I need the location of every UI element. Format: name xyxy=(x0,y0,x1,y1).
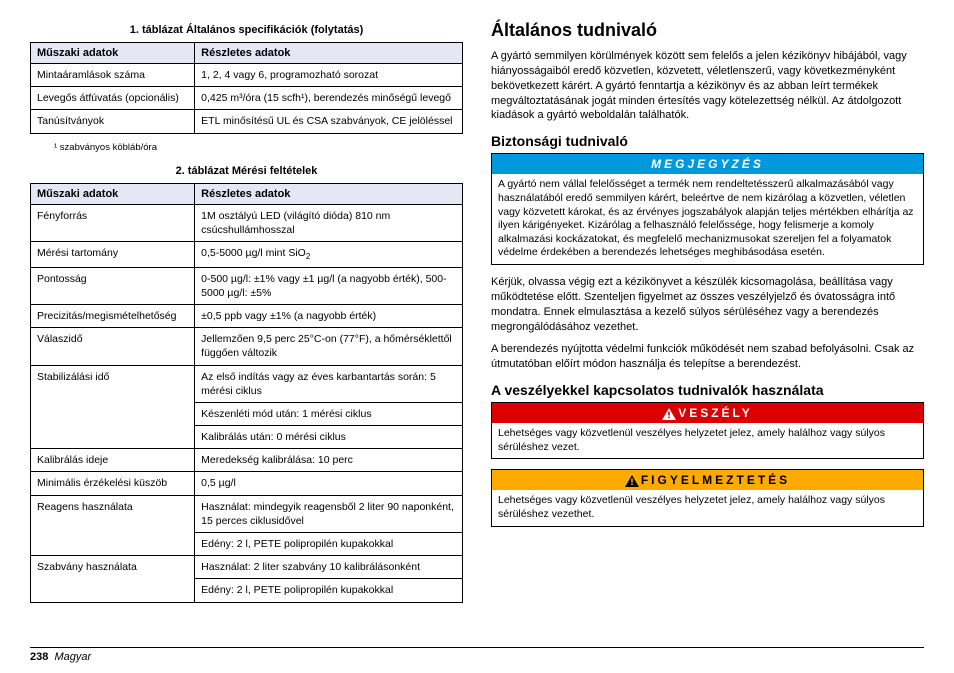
page-footer: 238 Magyar xyxy=(30,647,924,663)
t1-h0: Műszaki adatok xyxy=(31,43,195,64)
t2-r1c1: 0,5-5000 µg/l mint SiO2 xyxy=(195,241,463,267)
t2-r5c1: Az első indítás vagy az éves karbantartá… xyxy=(195,365,463,402)
notice-body: A gyártó nem vállal felelősséget a termé… xyxy=(492,174,923,264)
t1-h1: Részletes adatok xyxy=(195,43,463,64)
table1-caption: 1. táblázat Általános specifikációk (fol… xyxy=(30,24,463,36)
t2-r5c0: Stabilizálási idő xyxy=(31,365,195,402)
para-general: A gyártó semmilyen körülmények között se… xyxy=(491,49,924,123)
warning-body: Lehetséges vagy közvetlenül veszélyes he… xyxy=(492,490,923,525)
notice-box: MEGJEGYZÉS A gyártó nem vállal felelőssé… xyxy=(491,153,924,265)
t2-r4c0: Válaszidő xyxy=(31,328,195,365)
danger-body: Lehetséges vagy közvetlenül veszélyes he… xyxy=(492,423,923,458)
t2-r9c0: Minimális érzékelési küszöb xyxy=(31,472,195,495)
t2-r4c1: Jellemzően 9,5 perc 25°C-on (77°F), a hő… xyxy=(195,328,463,365)
t2-h0: Műszaki adatok xyxy=(31,183,195,204)
t1-r2c1: ETL minősítésű UL és CSA szabványok, CE … xyxy=(195,110,463,133)
t2-r6c1: Készenléti mód után: 1 mérési ciklus xyxy=(195,402,463,425)
page-number: 238 xyxy=(30,651,48,663)
t2-r12c0: Szabvány használata xyxy=(31,556,195,579)
t2-r6c0 xyxy=(31,402,195,425)
warning-header: FIGYELMEZTETÉS xyxy=(492,470,923,490)
danger-header: VESZÉLY xyxy=(492,403,923,423)
page-language: Magyar xyxy=(54,651,91,663)
t2-r8c0: Kalibrálás ideje xyxy=(31,449,195,472)
heading-general: Általános tudnivaló xyxy=(491,20,924,41)
notice-header: MEGJEGYZÉS xyxy=(492,154,923,174)
t2-r3c0: Precizitás/megismételhetőség xyxy=(31,305,195,328)
t2-r13c0 xyxy=(31,579,195,602)
t2-r12c1: Használat: 2 liter szabvány 10 kalibrálá… xyxy=(195,556,463,579)
t2-r0c1: 1M osztályú LED (világító dióda) 810 nm … xyxy=(195,204,463,241)
t2-r10c1: Használat: mindegyik reagensből 2 liter … xyxy=(195,495,463,532)
warning-icon xyxy=(625,475,639,487)
t2-r11c0 xyxy=(31,532,195,555)
t2-r7c0 xyxy=(31,426,195,449)
t1-r0c1: 1, 2, 4 vagy 6, programozható sorozat xyxy=(195,64,463,87)
table1-footnote: ¹ szabványos köbláb/óra xyxy=(54,142,463,153)
para-read: Kérjük, olvassa végig ezt a kézikönyvet … xyxy=(491,275,924,334)
t2-r9c1: 0,5 µg/l xyxy=(195,472,463,495)
t2-r0c0: Fényforrás xyxy=(31,204,195,241)
t1-r1c1: 0,425 m³/óra (15 scfh¹), berendezés minő… xyxy=(195,87,463,110)
warning-box: FIGYELMEZTETÉS Lehetséges vagy közvetlen… xyxy=(491,469,924,526)
t2-r3c1: ±0,5 ppb vagy ±1% (a nagyobb érték) xyxy=(195,305,463,328)
t2-r8c1: Meredekség kalibrálása: 10 perc xyxy=(195,449,463,472)
heading-safety: Biztonsági tudnivaló xyxy=(491,133,924,149)
t2-r11c1: Edény: 2 l, PETE polipropilén kupakokkal xyxy=(195,532,463,555)
para-protect: A berendezés nyújtotta védelmi funkciók … xyxy=(491,342,924,372)
t1-r2c0: Tanúsítványok xyxy=(31,110,195,133)
t2-h1: Részletes adatok xyxy=(195,183,463,204)
heading-hazard: A veszélyekkel kapcsolatos tudnivalók ha… xyxy=(491,382,924,398)
table1: Műszaki adatok Részletes adatok Mintaára… xyxy=(30,42,463,134)
t1-r1c0: Levegős átfúvatás (opcionális) xyxy=(31,87,195,110)
t1-r0c0: Mintaáramlások száma xyxy=(31,64,195,87)
t2-r10c0: Reagens használata xyxy=(31,495,195,532)
t2-r7c1: Kalibrálás után: 0 mérési ciklus xyxy=(195,426,463,449)
t2-r13c1: Edény: 2 l, PETE polipropilén kupakokkal xyxy=(195,579,463,602)
t2-r2c0: Pontosság xyxy=(31,267,195,304)
table2: Műszaki adatok Részletes adatok Fényforr… xyxy=(30,183,463,603)
t2-r2c1: 0-500 µg/l: ±1% vagy ±1 µg/l (a nagyobb … xyxy=(195,267,463,304)
danger-box: VESZÉLY Lehetséges vagy közvetlenül vesz… xyxy=(491,402,924,459)
warning-icon xyxy=(662,408,676,420)
t2-r1c0: Mérési tartomány xyxy=(31,241,195,267)
table2-caption: 2. táblázat Mérési feltételek xyxy=(30,165,463,177)
